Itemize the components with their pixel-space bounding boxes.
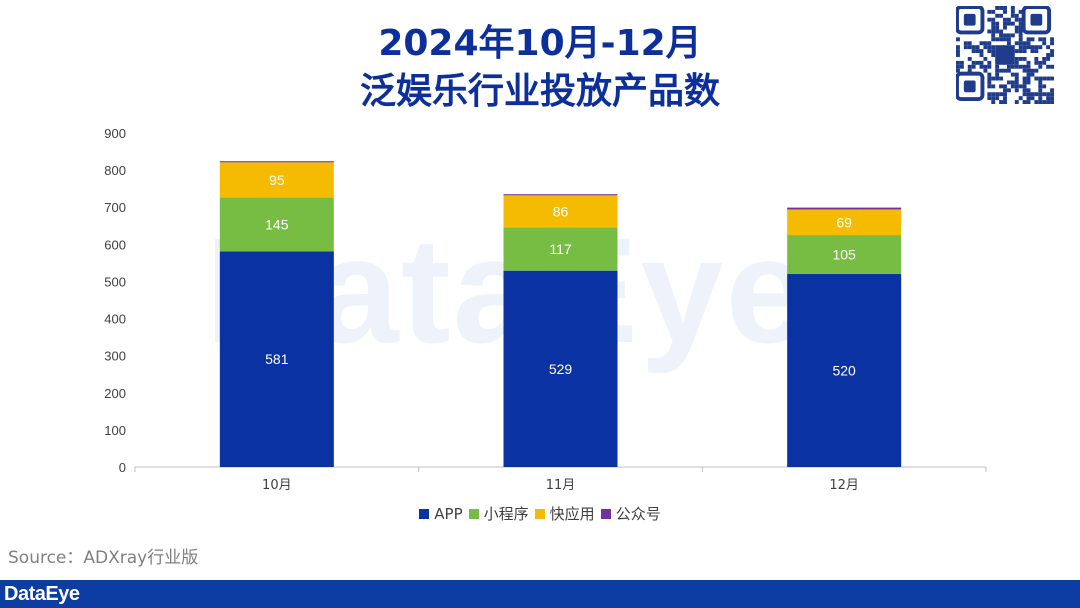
legend-swatch — [600, 508, 611, 519]
bar-data-label: 95 — [269, 172, 285, 188]
source-note: Source：ADXray行业版 — [8, 548, 199, 568]
footer-bar: DataEye — [0, 580, 1080, 608]
bar-data-label: 86 — [553, 203, 569, 219]
legend-item: 快应用 — [534, 503, 595, 524]
legend-label: 快应用 — [549, 505, 595, 523]
legend-swatch — [534, 508, 545, 519]
y-tick-label: 100 — [104, 423, 126, 438]
chart-title-line1: 2024年10月-12月 — [378, 23, 702, 64]
legend-label: 小程序 — [483, 505, 529, 523]
y-tick-label: 700 — [104, 200, 126, 215]
legend-label: 公众号 — [615, 505, 661, 523]
y-tick-label: 400 — [104, 312, 126, 327]
bar-data-label: 581 — [265, 351, 289, 367]
y-tick-label: 500 — [104, 274, 126, 289]
y-tick-label: 600 — [104, 237, 126, 252]
bar-segment — [219, 197, 334, 252]
legend-swatch — [468, 508, 479, 519]
legend-label: APP — [434, 504, 463, 523]
bar-data-label: 117 — [549, 241, 572, 257]
bar-segment — [787, 207, 902, 210]
bar-segment — [503, 227, 618, 271]
bar-segment — [787, 209, 902, 236]
bar-data-label: 520 — [832, 363, 856, 379]
y-tick-label: 900 — [104, 126, 126, 141]
bar-data-label: 69 — [836, 214, 852, 230]
x-tick-label: 11月 — [546, 478, 576, 493]
x-tick-label: 12月 — [829, 478, 859, 493]
bar-segment — [503, 195, 618, 228]
bar-segment — [787, 235, 902, 275]
chart-title: 2024年10月-12月 泛娱乐行业投放产品数 — [0, 20, 1080, 116]
legend-item: 小程序 — [468, 503, 529, 524]
legend-item: 公众号 — [600, 503, 661, 524]
bar-segment — [219, 161, 334, 163]
legend-item: APP — [419, 504, 463, 523]
bar-data-label: 105 — [832, 247, 856, 263]
chart-title-line2: 泛娱乐行业投放产品数 — [359, 71, 720, 112]
qr-code-icon — [955, 5, 1054, 104]
bar-segment — [219, 162, 334, 198]
y-tick-label: 300 — [104, 349, 126, 364]
y-tick-label: 200 — [104, 386, 126, 401]
legend-swatch — [419, 508, 430, 519]
bar-segment — [503, 270, 618, 467]
y-tick-label: 0 — [119, 460, 126, 475]
stacked-bar-chart: 0 100 200 300 400 500 600 700 800 900 581 145 95 10月 5… — [104, 126, 987, 493]
x-tick-label: 10月 — [262, 478, 292, 493]
bar-data-label: 145 — [265, 216, 289, 232]
bar-segment — [787, 274, 902, 467]
footer-brand-logo: DataEye — [4, 583, 80, 605]
bar-segment — [503, 194, 618, 196]
y-tick-label: 800 — [104, 163, 126, 178]
bar-segment — [219, 251, 334, 467]
chart-legend: APP 小程序 快应用 公众号 — [0, 503, 1080, 524]
bar-data-label: 529 — [549, 361, 573, 377]
